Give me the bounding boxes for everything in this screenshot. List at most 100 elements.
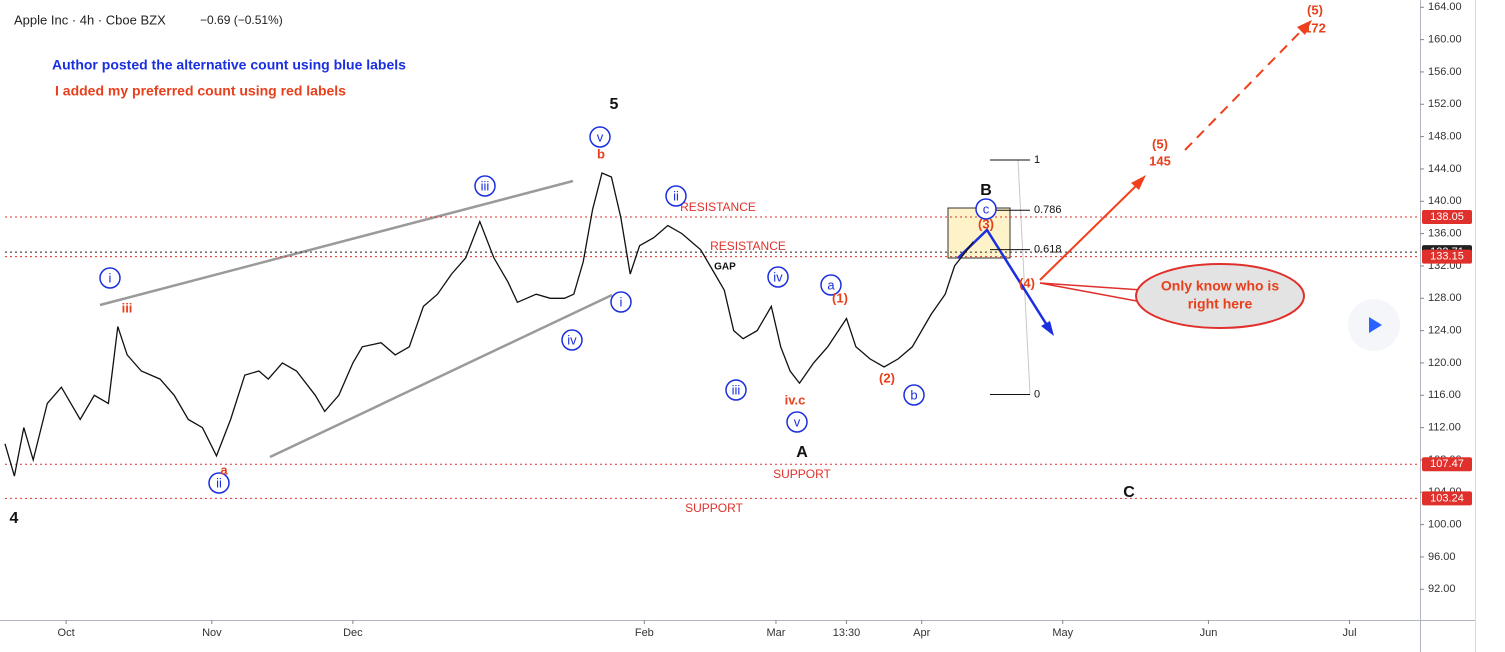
y-tick-label: 116.00 [1428,389,1461,401]
x-tick-label: Mar [766,627,785,639]
x-tick-label: Apr [913,627,930,639]
chart-change: −0.69 (−0.51%) [200,13,283,27]
wave-label: 4 [10,510,19,527]
wave-circle [561,329,583,351]
wedge-lower [269,293,613,459]
fib-label: 1 [1034,154,1040,166]
wave-circle [610,291,632,313]
y-tick-label: 120.00 [1428,357,1462,369]
level-label: SUPPORT [773,467,831,481]
wave-label: c [983,201,990,216]
price-tag-label: 107.47 [1430,458,1464,470]
wave-label: a [220,462,228,477]
wave-circle [665,185,687,207]
price-tag-label: 103.24 [1430,492,1464,504]
wave-label: (1) [832,290,848,305]
price-line [4,172,974,477]
chart-title: Apple Inc · 4h · Cboe BZX [14,12,166,27]
y-tick-label: 124.00 [1428,325,1462,337]
callout-bubble [1135,263,1305,329]
wave-label: 172 [1304,20,1326,35]
wave-label: iii [122,300,133,315]
fib-diagonal [1017,159,1031,395]
x-tick-label: Dec [343,627,363,639]
play-icon[interactable] [1369,317,1382,333]
y-tick-label: 96.00 [1428,551,1456,563]
wave-label: ii [673,188,679,203]
wave-label: (5) [1152,136,1168,151]
fib-label: 0.786 [1034,204,1062,216]
wave-label: b [910,387,917,402]
y-tick-label: 148.00 [1428,131,1462,143]
x-tick-label: Feb [635,627,654,639]
wave-label: v [597,129,604,144]
wave-label: iv [567,332,577,347]
wave-label: i [109,270,112,285]
wave-label: (4) [1019,275,1035,290]
y-tick-label: 156.00 [1428,66,1462,78]
wave-label: iv [773,269,783,284]
x-tick-label: Jun [1200,627,1218,639]
wave-label: (5) [1307,2,1323,17]
x-tick-label: 13:30 [833,627,861,639]
wave-label: a [827,277,835,292]
level-label: RESISTANCE [680,200,756,214]
wave-label: 145 [1149,153,1171,168]
callout-text: Only know who is [1161,278,1279,294]
y-tick-label: 164.00 [1428,1,1462,13]
wave-circle [786,411,808,433]
wave-label: (2) [879,370,895,385]
wave-label: C [1123,484,1135,501]
wave-label: iii [732,382,741,397]
price-tag [1422,249,1472,264]
wave-label: ii [216,475,222,490]
back-layer [5,159,1420,499]
y-tick-label: 92.00 [1428,583,1456,595]
wave-circle [725,379,747,401]
price-tag-label: 133.15 [1430,251,1464,263]
wave-circle [975,198,997,220]
wave-circle [208,472,230,494]
y-tick-label: 136.00 [1428,228,1462,240]
y-tick-label: 144.00 [1428,163,1462,175]
wave-label: B [980,182,992,199]
wave-label: (3) [978,216,994,231]
level-label: RESISTANCE [710,239,786,253]
fib-label: 0.618 [1034,244,1062,256]
price-tag [1422,210,1472,225]
x-tick-label: Jul [1342,627,1356,639]
price-tag [1422,491,1472,506]
wave-label: GAP [714,262,736,273]
wave-label: 5 [610,96,619,113]
callout-text: right here [1188,296,1253,312]
forecast-arrows [957,20,1312,336]
y-tick-label: 152.00 [1428,98,1462,110]
y-tick-label: 112.00 [1428,422,1461,434]
note: Author posted the alternative count usin… [52,57,406,73]
level-label: SUPPORT [685,501,743,515]
wave-circle [820,274,842,296]
red-arrow [1039,181,1141,281]
wave-circle [99,267,121,289]
fib-label: 0 [1034,388,1040,400]
wave-label: iii [481,178,490,193]
arrow-head [1041,321,1054,336]
x-tick-label: May [1052,627,1073,639]
arrow-head [1131,175,1146,190]
x-tick-label: Nov [202,627,222,639]
play-button[interactable] [1348,299,1400,351]
wave-label: i [620,294,623,309]
red-dashed-arrow [1184,26,1306,151]
callout-pointer [1039,282,1143,303]
wave-circle [767,266,789,288]
wave-label: b [597,146,605,161]
x-tick-label: Oct [58,627,75,639]
arrow-head [1297,20,1312,35]
wedge-upper [99,179,574,307]
wave-label: v [794,414,801,429]
y-tick-label: 100.00 [1428,519,1462,531]
wave-label: iv.c [785,392,806,407]
price-tag-label: 138.05 [1430,211,1464,223]
wave-circle [903,384,925,406]
